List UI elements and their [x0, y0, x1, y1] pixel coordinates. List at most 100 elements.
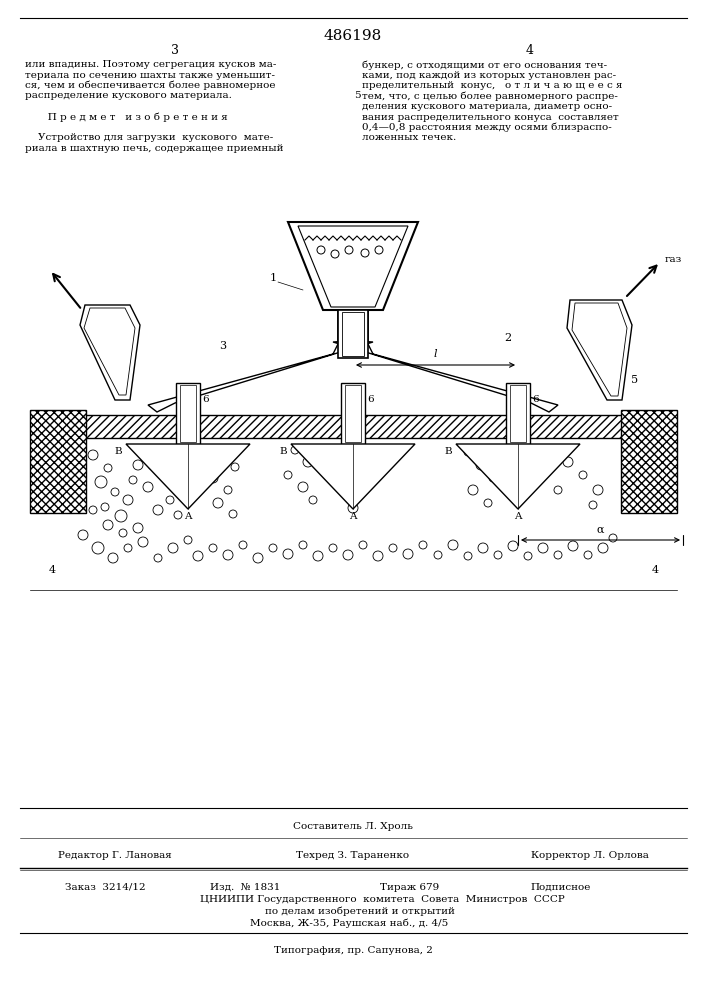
Text: 486198: 486198	[324, 29, 382, 43]
Circle shape	[193, 551, 203, 561]
Circle shape	[554, 486, 562, 494]
Text: A: A	[514, 512, 522, 521]
Text: Москва, Ж-35, Раушская наб., д. 4/5: Москва, Ж-35, Раушская наб., д. 4/5	[250, 919, 448, 928]
Circle shape	[95, 476, 107, 488]
Circle shape	[111, 488, 119, 496]
Text: или впадины. Поэтому сегрегация кусков ма-: или впадины. Поэтому сегрегация кусков м…	[25, 60, 276, 69]
Text: 4: 4	[526, 43, 534, 56]
Circle shape	[508, 541, 518, 551]
Circle shape	[345, 246, 353, 254]
Circle shape	[166, 496, 174, 504]
Circle shape	[598, 543, 608, 553]
Circle shape	[104, 464, 112, 472]
Circle shape	[291, 446, 299, 454]
Circle shape	[89, 506, 97, 514]
Circle shape	[476, 460, 486, 470]
Circle shape	[103, 520, 113, 530]
Text: α: α	[596, 525, 604, 535]
Text: Корректор Л. Орлова: Корректор Л. Орлова	[531, 851, 649, 860]
Circle shape	[78, 530, 88, 540]
Text: 5: 5	[631, 375, 638, 385]
Text: тем, что, с целью более равномерного распре-: тем, что, с целью более равномерного рас…	[362, 92, 618, 101]
Circle shape	[329, 544, 337, 552]
Circle shape	[119, 529, 127, 537]
Circle shape	[253, 553, 263, 563]
Circle shape	[348, 450, 358, 460]
Text: Заказ  3214/12: Заказ 3214/12	[65, 883, 146, 892]
Text: l: l	[433, 349, 437, 359]
Circle shape	[115, 510, 127, 522]
Circle shape	[298, 482, 308, 492]
Text: Устройство для загрузки  кускового  мате-: Устройство для загрузки кускового мате-	[25, 133, 273, 142]
Text: 6: 6	[202, 395, 209, 404]
Text: 6: 6	[532, 395, 539, 404]
Circle shape	[269, 544, 277, 552]
Circle shape	[568, 541, 578, 551]
Polygon shape	[572, 303, 627, 396]
Text: 5: 5	[354, 92, 361, 101]
Circle shape	[184, 536, 192, 544]
Circle shape	[359, 541, 367, 549]
Circle shape	[403, 549, 413, 559]
Polygon shape	[333, 340, 558, 412]
Polygon shape	[148, 340, 373, 412]
Bar	[85, 415, 622, 438]
Circle shape	[538, 543, 548, 553]
Circle shape	[609, 534, 617, 542]
Polygon shape	[338, 310, 368, 358]
Circle shape	[484, 499, 492, 507]
Circle shape	[213, 498, 223, 508]
Circle shape	[389, 544, 397, 552]
Text: по делам изобретений и открытий: по делам изобретений и открытий	[265, 907, 455, 916]
Text: Изд.  № 1831: Изд. № 1831	[210, 883, 281, 892]
Polygon shape	[456, 444, 580, 509]
Circle shape	[548, 445, 558, 455]
Circle shape	[209, 544, 217, 552]
Circle shape	[124, 544, 132, 552]
Text: ся, чем и обеспечивается более равномерное: ся, чем и обеспечивается более равномерн…	[25, 81, 276, 91]
Polygon shape	[80, 305, 140, 400]
Polygon shape	[345, 385, 361, 442]
Text: 6: 6	[367, 395, 373, 404]
Circle shape	[154, 554, 162, 562]
Circle shape	[589, 501, 597, 509]
Circle shape	[317, 246, 325, 254]
Circle shape	[283, 549, 293, 559]
Circle shape	[343, 550, 353, 560]
Circle shape	[229, 510, 237, 518]
Text: териала по сечению шахты также уменьшит-: териала по сечению шахты также уменьшит-	[25, 70, 275, 80]
Circle shape	[494, 551, 502, 559]
Circle shape	[174, 511, 182, 519]
Text: ЦНИИПИ Государственного  комитета  Совета  Министров  СССР: ЦНИИПИ Государственного комитета Совета …	[200, 895, 565, 904]
Circle shape	[523, 450, 533, 460]
Text: Подписное: Подписное	[530, 883, 590, 892]
Text: B: B	[279, 448, 287, 456]
Circle shape	[533, 475, 543, 485]
Circle shape	[133, 523, 143, 533]
Circle shape	[123, 495, 133, 505]
Polygon shape	[176, 383, 200, 444]
Text: ложенных течек.: ложенных течек.	[362, 133, 456, 142]
Circle shape	[419, 541, 427, 549]
Circle shape	[143, 482, 153, 492]
Circle shape	[478, 543, 488, 553]
Circle shape	[224, 486, 232, 494]
Bar	[621, 410, 677, 513]
Text: 4: 4	[49, 565, 56, 575]
Polygon shape	[342, 312, 364, 356]
Circle shape	[331, 250, 339, 258]
Text: деления кускового материала, диаметр осно-: деления кускового материала, диаметр осн…	[362, 102, 612, 111]
Circle shape	[161, 474, 169, 482]
Circle shape	[348, 503, 358, 513]
Circle shape	[303, 457, 313, 467]
Text: 1: 1	[269, 273, 276, 283]
Circle shape	[299, 541, 307, 549]
Circle shape	[133, 460, 143, 470]
Circle shape	[434, 551, 442, 559]
Text: Тираж 679: Тираж 679	[380, 883, 439, 892]
Polygon shape	[180, 385, 196, 442]
Circle shape	[153, 505, 163, 515]
Polygon shape	[84, 308, 135, 395]
Circle shape	[563, 457, 573, 467]
Circle shape	[464, 552, 472, 560]
